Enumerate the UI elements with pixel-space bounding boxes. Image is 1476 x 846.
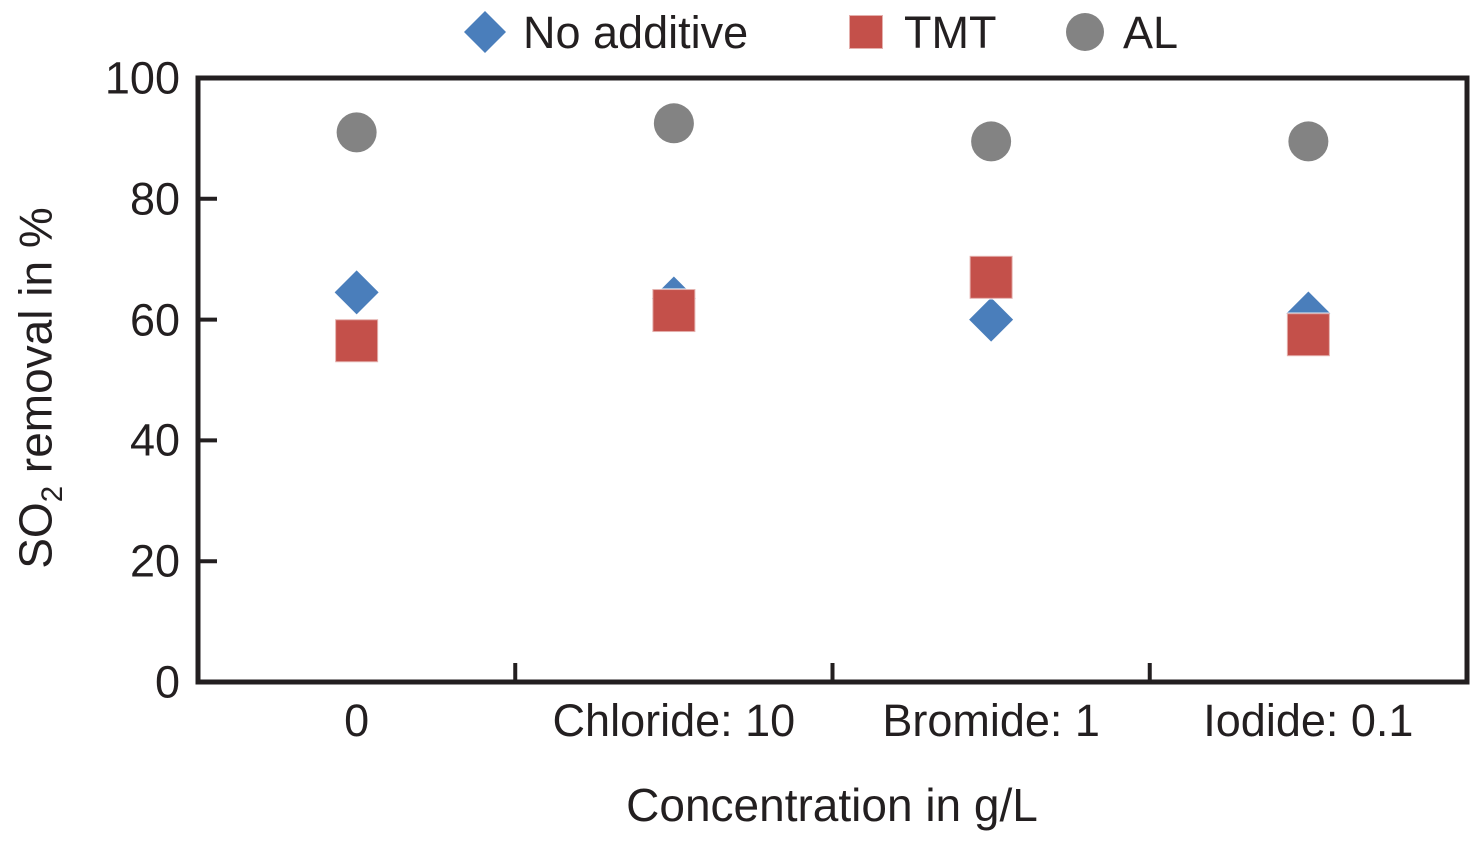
square-marker [334, 318, 380, 364]
y-tick-label: 0 [154, 656, 180, 708]
circle-marker [1066, 13, 1104, 51]
plot-frame [195, 75, 1470, 685]
diamond-icon [464, 11, 506, 53]
legend-item-al: AL [1062, 4, 1178, 60]
y-tick-label: 100 [104, 52, 180, 104]
y-tick-label: 40 [129, 414, 180, 466]
circle-marker [336, 112, 377, 153]
y-tick-label: 60 [129, 294, 180, 346]
square-marker [968, 254, 1014, 300]
square-marker [1285, 312, 1331, 358]
x-axis-title: Concentration in g/L [626, 779, 1038, 831]
diamond-marker [464, 11, 506, 53]
x-category-label: Chloride: 10 [552, 695, 796, 746]
circle-icon [1066, 13, 1104, 51]
y-axis-title: SO2 removal in % [10, 207, 69, 569]
legend-item-no-additive: No additive [462, 4, 748, 60]
x-category-label: Bromide: 1 [882, 695, 1100, 746]
diamond-marker [969, 297, 1014, 342]
legend-label: TMT [904, 6, 997, 58]
square-icon [848, 14, 884, 50]
square-marker [848, 14, 884, 50]
y-axis-title-subscript: 2 [35, 485, 69, 503]
diamond-marker [334, 270, 379, 315]
y-tick-label: 20 [129, 535, 180, 587]
y-tick-label: 80 [129, 173, 180, 225]
x-category-label: 0 [344, 695, 370, 746]
circle-marker [971, 121, 1012, 162]
square-marker [651, 288, 697, 334]
legend-label: No additive [523, 6, 749, 58]
circle-marker [653, 103, 694, 144]
circle-marker [1288, 121, 1329, 162]
legend-item-tmt: TMT [843, 4, 996, 60]
x-category-label: Iodide: 0.1 [1203, 695, 1414, 746]
legend-label: AL [1123, 6, 1179, 58]
